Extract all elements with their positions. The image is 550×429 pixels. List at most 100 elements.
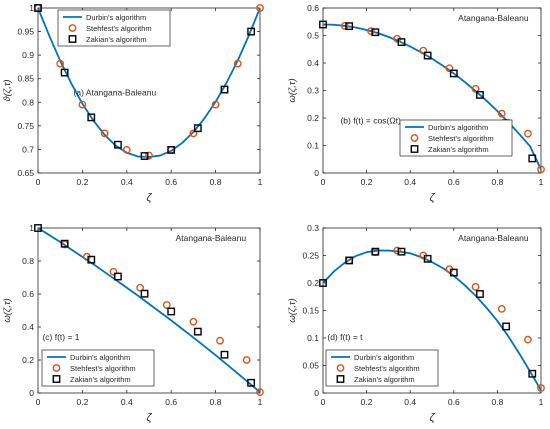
zakian-point [423,51,432,60]
zakian-point [167,145,176,154]
y-tick-label: 0.5 [307,31,319,41]
legend-circle-symbol [336,364,345,372]
zakian-point [449,268,458,277]
panel-label: (b) f(t) = cos(Ωt) [340,116,401,126]
legend-entry: Zakian's algorithm [86,35,147,44]
stehfest-point [524,335,532,344]
panel-label: (d) f(t) = t [327,332,363,342]
stehfest-point [497,109,506,118]
x-tick-label: 0.2 [76,397,88,407]
zakian-point [87,255,96,264]
y-tick-label: 0.85 [17,74,34,84]
x-tick-label: 1 [258,397,263,407]
stehfest-point [256,4,264,12]
y-tick-label: 0.15 [302,306,319,316]
stehfest-point [56,59,65,68]
stehfest-point [136,283,145,292]
y-tick-label: 0.3 [307,86,319,96]
stehfest-point [524,129,532,138]
legend-entry: Durbin's algorithm [354,353,414,362]
x-tick-label: 0 [321,177,326,187]
series-line-durbin [37,227,261,393]
stehfest-point [537,165,545,174]
y-tick-label: 0.7 [22,144,34,154]
y-tick-label: 0.4 [307,58,319,68]
legend: Durbin's algorithm Stehfest's algorithm Za… [57,9,171,47]
legend-square-symbol [410,145,419,153]
zakian-point [220,350,229,359]
panel-c: 0 0.2 0.4 0.6 0.8 1 0 0.2 0.4 0.6 0.8 1 ζ ω(ζ,τ) (c) f… [2,223,264,424]
stehfest-point [256,388,264,397]
stehfest-point [211,100,220,109]
y-tick-label: 0.2 [22,355,34,365]
x-tick-label: 0.2 [361,397,373,407]
x-tick-label: 0.4 [121,177,133,187]
x-axis-label: ζ [429,412,435,424]
zakian-point [423,254,432,263]
zakian-point [140,289,149,298]
y-tick-label: 0.4 [22,322,34,332]
zakian-point [247,378,256,387]
y-axis-label: ω(ζ,τ) [287,78,298,102]
x-tick-label: 0.6 [165,177,177,187]
x-tick-label: 0.4 [121,397,133,407]
panel-label: (a) Atangana-Baleanu [74,87,157,97]
x-axis-label: ζ [429,192,435,204]
x-tick-label: 0.4 [404,397,416,407]
zakian-point [371,28,380,37]
stehfest-point [471,282,480,291]
legend-box [57,9,171,47]
stehfest-point [189,317,198,326]
y-tick-label: 1 [29,3,34,13]
zakian-point [319,20,327,29]
y-tick-label: 0.65 [17,168,34,178]
zakian-point [397,247,406,256]
zakian-point [345,22,354,31]
legend-entry: Zakian's algorithm [354,375,415,384]
y-tick-label: 0.25 [302,251,319,261]
stehfest-point [100,129,109,138]
stehfest-point [145,151,153,160]
zakian-point [528,369,537,378]
zakian-point [449,69,458,78]
y-tick-label: 0 [29,388,34,398]
legend-entry: Zakian's algorithm [428,145,489,154]
y-tick-label: 0.75 [17,121,34,131]
x-tick-label: 0.4 [404,177,416,187]
legend-circle-symbol [68,24,77,32]
stehfest-point [216,336,224,345]
zakian-point [193,124,202,133]
x-tick-label: 1 [539,397,544,407]
legend-entry: Zakian's algorithm [70,375,131,384]
y-tick-label: 1 [29,223,34,233]
stehfest-point [393,246,402,255]
zakian-point [193,327,202,336]
stehfest-point [367,27,375,35]
stehfest-point [162,301,171,309]
legend: Durbin's algorithm Stehfest's algorithm Za… [399,119,513,157]
stehfest-point [419,46,428,55]
stehfest-point [537,384,545,392]
zakian-point [319,279,327,287]
y-tick-label: 0.8 [22,97,34,107]
y-tick-label: 0.3 [307,223,319,233]
x-tick-label: 0.2 [76,177,88,187]
legend-box [41,349,155,387]
zakian-point [247,27,256,36]
legend-square-symbol [68,35,77,43]
x-tick-label: 0 [36,397,41,407]
stehfest-point [233,59,242,68]
zakian-point [114,140,122,149]
y-tick-label: 0.1 [307,333,319,343]
zakian-point [60,239,69,248]
legend-entry: Stehfest's algorithm [70,364,136,373]
stehfest-point [471,84,480,93]
model-annotation: Atangana-Baleanu [458,233,529,243]
legend-entry: Stehfest's algorithm [86,24,152,33]
zakian-point [114,272,122,281]
y-tick-label: 0 [314,388,319,398]
x-tick-label: 0.8 [491,177,503,187]
y-tick-label: 0.95 [17,27,34,37]
series-line-durbin [322,249,542,391]
x-tick-label: 1 [258,177,263,187]
